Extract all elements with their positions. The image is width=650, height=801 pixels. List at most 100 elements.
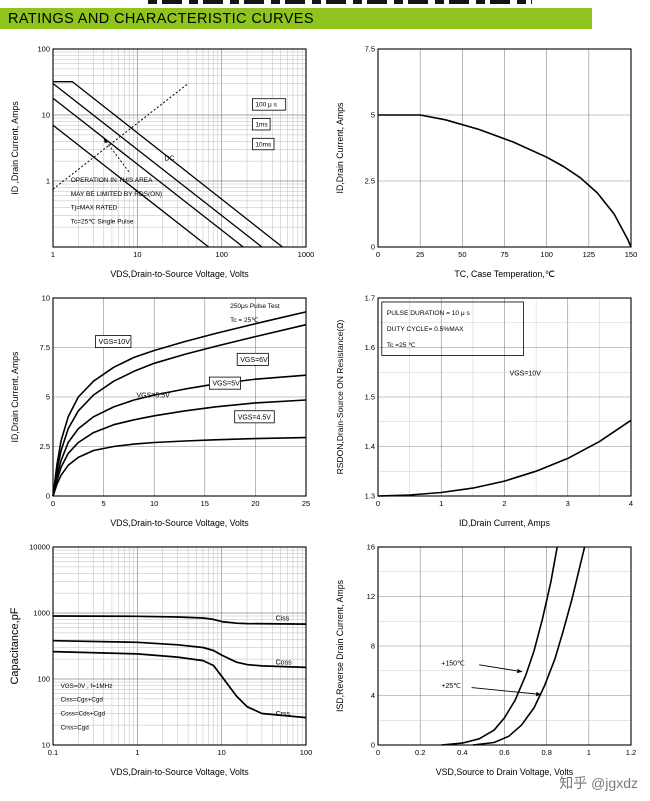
svg-text:Ciss=Cgs+Cgd: Ciss=Cgs+Cgd (60, 696, 103, 703)
cropped-text-remnant (148, 0, 532, 4)
svg-text:PULSE DURATION = 10 μ s: PULSE DURATION = 10 μ s (386, 310, 470, 317)
svg-text:16: 16 (366, 542, 374, 551)
section-title: RATINGS AND CHARACTERISTIC CURVES (8, 10, 314, 27)
svg-text:20: 20 (251, 499, 259, 508)
svg-text:0: 0 (45, 491, 49, 500)
svg-text:+150℃: +150℃ (441, 660, 465, 667)
svg-text:ID ,Drain Current, Amps: ID ,Drain Current, Amps (10, 100, 20, 194)
svg-text:1: 1 (586, 748, 590, 757)
svg-text:0: 0 (375, 250, 379, 259)
svg-text:Coss=Cds+Cgd: Coss=Cds+Cgd (60, 710, 105, 717)
capacitance-plot: 0.1 1 10 100 10 100 1000 10000 VDS,Drain-to-Sour… (9, 542, 312, 776)
svg-text:5: 5 (101, 499, 105, 508)
svg-text:1.6: 1.6 (364, 343, 374, 352)
svg-text:1000: 1000 (33, 608, 50, 617)
svg-text:1ms: 1ms (255, 121, 268, 128)
svg-text:100: 100 (37, 44, 50, 53)
svg-text:VGS=10V: VGS=10V (98, 339, 130, 346)
svg-text:1: 1 (135, 748, 139, 757)
svg-text:1.5: 1.5 (364, 392, 374, 401)
svg-text:7.5: 7.5 (39, 343, 49, 352)
svg-text:10: 10 (41, 110, 49, 119)
chart-capacitance: 0.1 1 10 100 10 100 1000 10000 VDS,Drain-to-Sour… (7, 537, 319, 779)
svg-text:2.5: 2.5 (39, 442, 49, 451)
svg-text:VSD,Source to Drain Voltage,: VSD,Source to Drain Voltage, Volts (435, 767, 573, 777)
watermark-text: 知乎 @jgxdz (559, 775, 638, 791)
output-characteristics-plot: 0 5 10 15 20 25 0 2.5 5 7.5 10 VDS,Drain-to-Source … (10, 293, 310, 528)
svg-text:250μs Pulse Test: 250μs Pulse Test (230, 303, 280, 310)
svg-text:1.7: 1.7 (364, 293, 374, 302)
svg-text:Capacitance,pF: Capacitance,pF (9, 607, 21, 684)
svg-text:125: 125 (582, 250, 595, 259)
svg-text:VGS=4.5V: VGS=4.5V (237, 414, 271, 421)
svg-text:VGS=6V: VGS=6V (240, 356, 268, 363)
svg-text:RSDON,Drain-Source ON Resistan: RSDON,Drain-Source ON Resistance(Ω) (335, 319, 345, 474)
svg-text:ID,Drain Current, Amps: ID,Drain Current, Amps (459, 518, 551, 528)
chart-safe-operating-area: 1 10 100 1000 100 10 1 VDS,Drain-to-Source Volt… (7, 39, 319, 281)
svg-text:1: 1 (50, 250, 54, 259)
svg-text:0: 0 (375, 499, 379, 508)
svg-text:DC: DC (164, 155, 174, 162)
derating-plot: 0 25 50 75 100 125 150 0 2.5 5 7.5 TC, Case Tempera… (335, 44, 637, 279)
svg-text:Tc=25℃ Single Pulse: Tc=25℃ Single Pulse (70, 218, 133, 225)
svg-text:100: 100 (299, 748, 312, 757)
svg-text:0: 0 (370, 242, 374, 251)
soa-plot: 1 10 100 1000 100 10 1 VDS,Drain-to-Source Volt… (10, 44, 314, 279)
svg-text:1.3: 1.3 (364, 491, 374, 500)
svg-text:MAY BE LIMITED BY RDS(ON): MAY BE LIMITED BY RDS(ON) (70, 190, 161, 197)
svg-text:VDS,Drain-to-Source Voltage, V: VDS,Drain-to-Source Voltage, Volts (110, 269, 249, 279)
svg-text:25: 25 (301, 499, 309, 508)
svg-text:0.8: 0.8 (541, 748, 551, 757)
svg-text:10: 10 (41, 740, 49, 749)
svg-text:Tc = 25℃: Tc = 25℃ (230, 317, 259, 324)
svg-text:10: 10 (133, 250, 141, 259)
svg-text:TC, Case Temperation,℃: TC, Case Temperation,℃ (454, 269, 554, 279)
svg-text:15: 15 (200, 499, 208, 508)
svg-text:4: 4 (370, 691, 374, 700)
chart-body-diode: 0 0.2 0.4 0.6 0.8 1 1.2 0 4 8 12 16 VSD,Source to Dr… (332, 537, 644, 779)
svg-text:3: 3 (565, 499, 569, 508)
svg-text:1: 1 (439, 499, 443, 508)
section-title-bar: RATINGS AND CHARACTERISTIC CURVES (0, 8, 592, 29)
svg-text:10: 10 (217, 748, 225, 757)
svg-text:VGS=5.5V: VGS=5.5V (136, 392, 170, 399)
svg-text:VGS=5V: VGS=5V (212, 380, 240, 387)
svg-text:100: 100 (37, 674, 50, 683)
svg-text:10: 10 (150, 499, 158, 508)
svg-text:2.5: 2.5 (364, 176, 374, 185)
svg-text:0: 0 (50, 499, 54, 508)
svg-text:7.5: 7.5 (364, 44, 374, 53)
charts-grid: 1 10 100 1000 100 10 1 VDS,Drain-to-Source Volt… (0, 36, 650, 781)
svg-text:1: 1 (45, 176, 49, 185)
svg-text:ISD,Reverse Drain Current, Amp: ISD,Reverse Drain Current, Amps (335, 579, 345, 712)
svg-text:DUTY CYCLE= 0.5%MAX: DUTY CYCLE= 0.5%MAX (386, 326, 463, 333)
svg-text:Crss: Crss (275, 710, 290, 717)
svg-text:+25℃: +25℃ (441, 683, 461, 690)
svg-text:100: 100 (540, 250, 553, 259)
svg-text:VGS=10V: VGS=10V (509, 370, 541, 377)
svg-text:100: 100 (215, 250, 228, 259)
watermark: 知乎 @jgxdz (559, 773, 638, 793)
body-diode-plot: 0 0.2 0.4 0.6 0.8 1 1.2 0 4 8 12 16 VSD,Source to Dr… (335, 542, 636, 777)
svg-text:VGS=0V , f=1MHz: VGS=0V , f=1MHz (60, 682, 112, 689)
svg-text:10: 10 (41, 293, 49, 302)
svg-text:0.4: 0.4 (457, 748, 467, 757)
svg-text:Tj=MAX RATED: Tj=MAX RATED (70, 204, 117, 211)
svg-text:1.4: 1.4 (364, 442, 374, 451)
svg-text:VDS,Drain-to-Source Voltage, V: VDS,Drain-to-Source Voltage, Volts (110, 518, 249, 528)
svg-text:8: 8 (370, 641, 374, 650)
svg-text:1.2: 1.2 (625, 748, 635, 757)
svg-text:Ciss: Ciss (275, 615, 289, 622)
svg-text:Coss: Coss (275, 659, 291, 666)
svg-text:1000: 1000 (297, 250, 314, 259)
svg-text:2: 2 (502, 499, 506, 508)
svg-text:0: 0 (375, 748, 379, 757)
svg-text:4: 4 (628, 499, 632, 508)
svg-text:0.6: 0.6 (499, 748, 509, 757)
svg-text:100 μ s: 100 μ s (255, 101, 277, 108)
svg-text:OPERATION IN THIS AREA: OPERATION IN THIS AREA (70, 176, 152, 183)
svg-text:Crss=Cgd: Crss=Cgd (60, 724, 89, 731)
svg-text:5: 5 (45, 392, 49, 401)
svg-text:75: 75 (500, 250, 508, 259)
